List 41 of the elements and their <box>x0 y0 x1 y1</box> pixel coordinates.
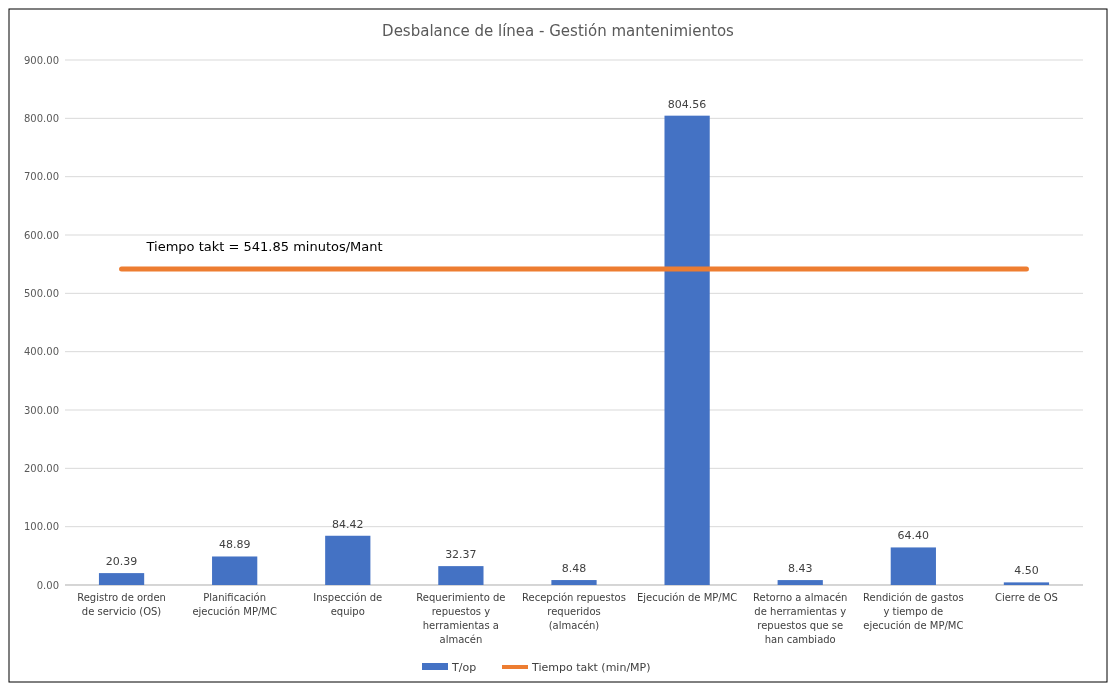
y-tick-label: 300.00 <box>24 404 59 416</box>
x-tick-label: Cierre de OS <box>994 592 1058 603</box>
data-label: 8.43 <box>787 562 813 576</box>
x-tick-label: Ejecución de MP/MC <box>636 592 738 603</box>
bar <box>777 580 823 585</box>
x-tick-label: Rendición de gastos y tiempo de ejecución de MP/MC <box>863 592 964 631</box>
annotation: Tiempo takt = 541.85 minutos/Mant <box>145 238 383 254</box>
y-tick-label: 100.00 <box>24 521 59 533</box>
data-label: 84.42 <box>332 517 364 531</box>
bar <box>212 556 258 585</box>
x-tick-label: Planificación ejecución MP/MC <box>192 592 277 617</box>
x-tick-label: Retorno a almacén de herramientas y repuestos que se han cambiado <box>753 592 848 645</box>
y-tick-label: 800.00 <box>24 112 59 124</box>
bar <box>98 573 145 585</box>
bar <box>551 580 597 585</box>
y-tick-label: 700.00 <box>24 171 59 183</box>
data-label: 48.89 <box>218 538 251 552</box>
data-label: 64.40 <box>897 529 930 543</box>
y-tick-label: 200.00 <box>24 462 59 474</box>
legend-label: Tiempo takt (min/MP) <box>531 661 651 674</box>
bar <box>438 566 484 585</box>
x-tick-label: Requerimiento de repuestos y herramientas a almacén <box>416 592 506 645</box>
y-tick-label: 500.00 <box>24 287 59 299</box>
data-label: 8.48 <box>561 562 587 576</box>
y-tick-label: 0.00 <box>36 579 59 591</box>
chart-title: Desbalance de línea - Gestión mantenimientos <box>382 22 735 40</box>
data-label: 32.37 <box>445 548 477 562</box>
legend-label: T/op <box>451 661 477 674</box>
y-tick-label: 900.00 <box>24 54 59 66</box>
y-tick-label: 400.00 <box>24 346 59 358</box>
x-tick-label: Inspección de equipo <box>313 592 383 617</box>
y-tick-label: 600.00 <box>24 229 59 241</box>
data-label: 804.56 <box>667 97 707 111</box>
bar <box>890 547 936 585</box>
x-tick-label: Registro de orden de servicio (OS) <box>77 592 166 617</box>
bar <box>664 115 710 585</box>
x-tick-label: Recepción repuestos requeridos (almacén) <box>522 592 626 631</box>
bar <box>325 535 371 585</box>
data-label: 4.50 <box>1014 564 1039 578</box>
bar <box>1003 582 1050 585</box>
data-label: 20.39 <box>105 555 138 569</box>
